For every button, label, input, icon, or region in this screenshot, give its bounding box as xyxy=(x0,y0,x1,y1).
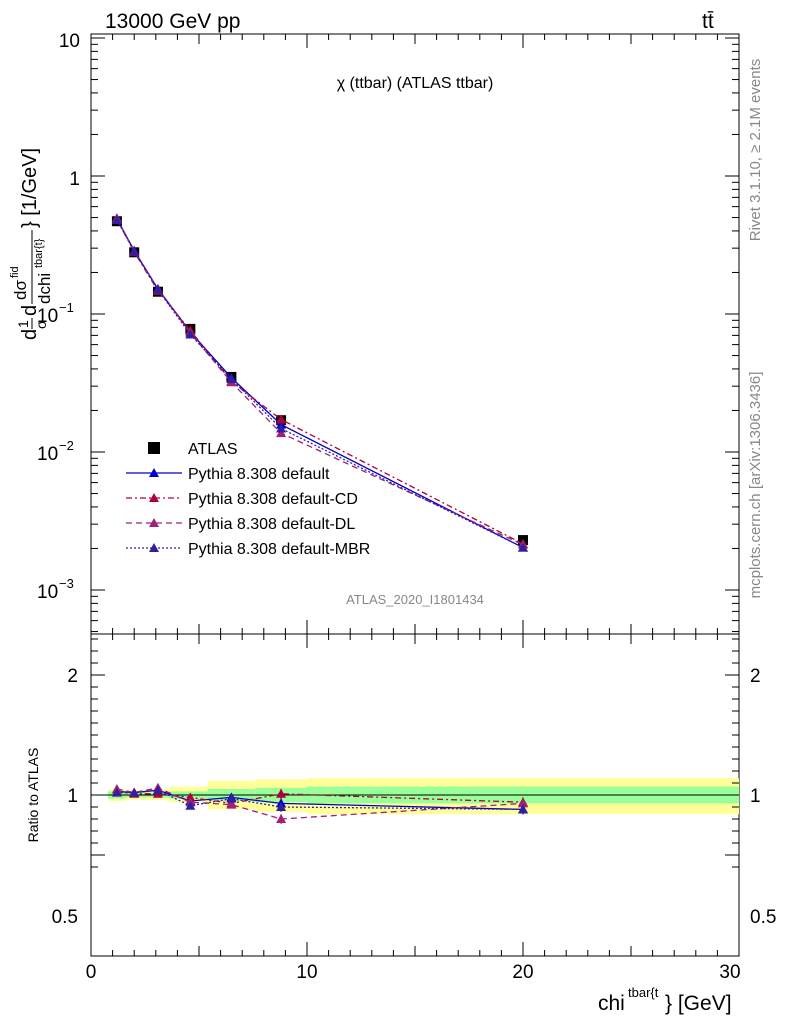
main-series-group xyxy=(111,213,528,552)
ratio-point xyxy=(518,804,528,814)
y-tick-label: 10 −2 xyxy=(37,438,74,465)
svg-text:} [GeV]: } [GeV] xyxy=(665,992,732,1015)
ratio-point xyxy=(276,814,287,823)
svg-text:10: 10 xyxy=(37,582,58,603)
ratio-axis-ticks xyxy=(90,634,740,956)
ratio-series-group xyxy=(111,782,528,824)
svg-text:tbar{t: tbar{t xyxy=(628,985,659,1000)
ratio-point xyxy=(518,798,528,808)
main-axis-ticks xyxy=(90,34,740,634)
svg-text:10: 10 xyxy=(37,306,58,327)
svg-text:−2: −2 xyxy=(59,438,74,453)
legend-label: Pythia 8.308 default xyxy=(188,466,330,483)
svg-text:fid: fid xyxy=(9,266,21,278)
series-point xyxy=(518,542,528,552)
main-plot-panel: χ (ttbar) (ATLAS ttbar) ATLAS_2020_I1801… xyxy=(9,31,740,635)
y-tick-label: 10 −1 xyxy=(37,300,74,327)
energy-label: 13000 GeV pp xyxy=(105,10,240,33)
ratio-point xyxy=(226,793,237,803)
x-tick-label: 10 xyxy=(296,962,317,983)
legend-item: Pythia 8.308 default-DL xyxy=(126,516,355,533)
legend-item: Pythia 8.308 default-MBR xyxy=(126,541,370,558)
svg-text:d: d xyxy=(19,305,41,316)
y-tick-label: 1 xyxy=(69,169,80,190)
ratio-y-tick-label: 1 xyxy=(67,786,78,807)
ratio-point xyxy=(152,785,163,795)
ratio-point xyxy=(185,792,196,802)
svg-text:chi: chi xyxy=(598,992,625,1015)
mcplots-label: mcplots.cern.ch [arXiv:1306.3436] xyxy=(747,372,764,599)
svg-text:} [1/GeV]: } [1/GeV] xyxy=(19,148,41,228)
series-4 xyxy=(111,214,528,552)
legend-item: Pythia 8.308 default xyxy=(126,466,330,483)
legend-item: ATLAS xyxy=(148,441,238,458)
svg-text:dchi: dchi xyxy=(35,273,54,304)
ratio-point xyxy=(111,787,122,797)
analysis-watermark: ATLAS_2020_I1801434 xyxy=(346,592,484,607)
ratio-y-tick-label: 2 xyxy=(67,666,78,687)
series-point xyxy=(276,423,287,433)
svg-text:tbar{t}: tbar{t} xyxy=(33,238,45,268)
ratio-uncertainty-bands xyxy=(108,778,739,815)
legend-label: Pythia 8.308 default-MBR xyxy=(188,541,370,558)
series-point xyxy=(152,284,163,294)
legend-marker xyxy=(149,543,159,552)
series-point xyxy=(276,414,287,424)
x-tick-label: 0 xyxy=(86,962,97,983)
series-point xyxy=(129,246,140,256)
ratio-y-tick-label-right: 2 xyxy=(750,666,761,687)
ratio-point xyxy=(185,800,196,810)
ratio-point xyxy=(276,802,287,811)
svg-text:1: 1 xyxy=(15,320,31,328)
y-tick-label: 10 xyxy=(59,31,80,52)
svg-text:σ: σ xyxy=(33,320,49,329)
ratio-y-axis-label: Ratio to ATLAS xyxy=(25,748,41,843)
svg-text:−3: −3 xyxy=(59,576,74,591)
legend-marker xyxy=(149,518,159,527)
x-axis-label: chi tbar{t } [GeV] xyxy=(598,985,732,1015)
rivet-label: Rivet 3.1.10, ≥ 2.1M events xyxy=(747,59,764,242)
svg-text:dσ: dσ xyxy=(11,280,30,300)
legend-label: Pythia 8.308 default-DL xyxy=(188,516,355,533)
ratio-y-tick-label-right: 0.5 xyxy=(750,907,776,928)
svg-text:d: d xyxy=(19,329,41,340)
series-point xyxy=(185,329,196,339)
plot-title: χ (ttbar) (ATLAS ttbar) xyxy=(337,75,494,92)
ratio-plot-panel: 2 1 0.5 2 1 0.5 Ratio to ATLAS 0 10 20 3… xyxy=(25,633,776,1015)
ratio-point xyxy=(276,788,287,798)
legend-label: Pythia 8.308 default-CD xyxy=(188,491,358,508)
ratio-series-3 xyxy=(111,785,528,815)
legend-label: ATLAS xyxy=(188,441,238,458)
ratio-y-tick-label: 0.5 xyxy=(52,907,78,928)
ratio-point xyxy=(226,799,237,809)
process-label: tt̄ xyxy=(702,10,714,33)
ratio-y-tick-label-right: 1 xyxy=(750,786,761,807)
x-tick-label: 30 xyxy=(719,962,740,983)
svg-text:10: 10 xyxy=(37,444,58,465)
y-axis-label: d 1 σ d dσ fid dchi tbar{t} } [1/GeV] xyxy=(9,148,54,340)
legend-marker xyxy=(148,442,160,454)
y-tick-label: 10 −3 xyxy=(37,576,74,603)
series-point xyxy=(276,428,287,438)
x-tick-label: 20 xyxy=(512,962,533,983)
legend-marker xyxy=(149,493,159,502)
series-point xyxy=(111,214,122,224)
legend: ATLAS Pythia 8.308 default Pythia 8.308 de… xyxy=(126,441,370,558)
series-point xyxy=(226,374,237,384)
svg-text:−1: −1 xyxy=(59,300,74,315)
legend-marker xyxy=(149,468,159,477)
ratio-point xyxy=(129,787,140,797)
legend-item: Pythia 8.308 default-CD xyxy=(126,491,358,508)
